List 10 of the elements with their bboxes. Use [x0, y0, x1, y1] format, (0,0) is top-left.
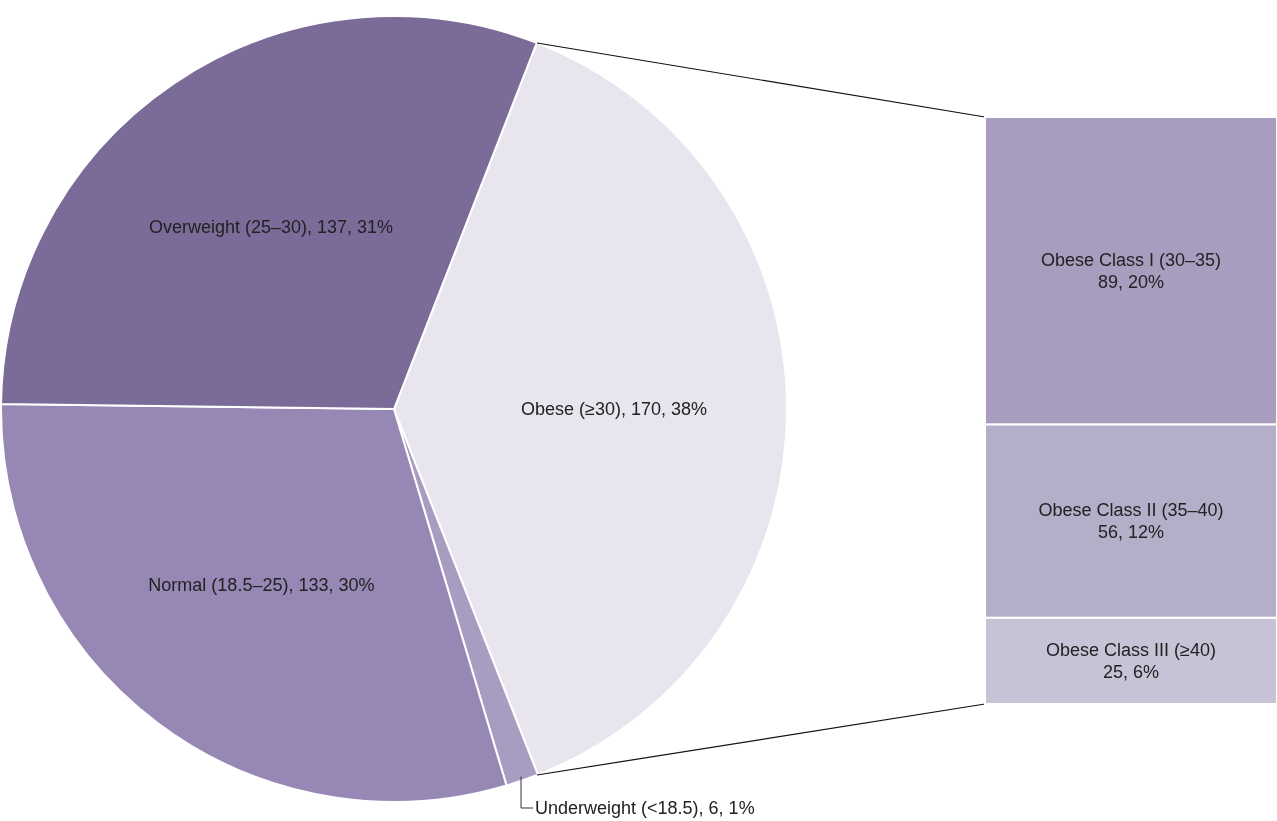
- data-label: 25, 6%: [1102, 662, 1160, 683]
- slice-label: Obese (≥30), 170, 38%: [521, 398, 708, 419]
- slice-label: Normal (18.5–25), 133, 30%: [148, 574, 375, 595]
- series-label: Obese Class II (35–40): [1038, 500, 1224, 521]
- series-label: Obese Class III (≥40): [1046, 640, 1216, 661]
- slice-label: Overweight (25–30), 137, 31%: [148, 216, 394, 237]
- series-label: Obese Class I (30–35): [1040, 249, 1222, 270]
- data-label: 56, 12%: [1097, 522, 1165, 543]
- data-label: 89, 20%: [1097, 271, 1165, 292]
- slice-label: Underweight (<18.5), 6, 1%: [535, 798, 755, 819]
